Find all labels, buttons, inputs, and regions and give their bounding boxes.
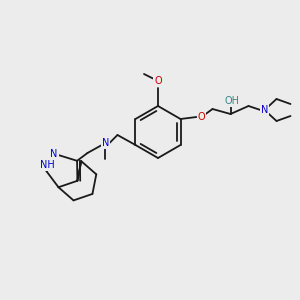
Text: NH: NH	[40, 160, 55, 170]
Text: O: O	[154, 76, 162, 86]
Text: N: N	[102, 138, 109, 148]
Text: OH: OH	[224, 96, 239, 106]
Text: N: N	[50, 149, 58, 159]
Text: O: O	[198, 112, 205, 122]
Text: N: N	[261, 105, 268, 115]
